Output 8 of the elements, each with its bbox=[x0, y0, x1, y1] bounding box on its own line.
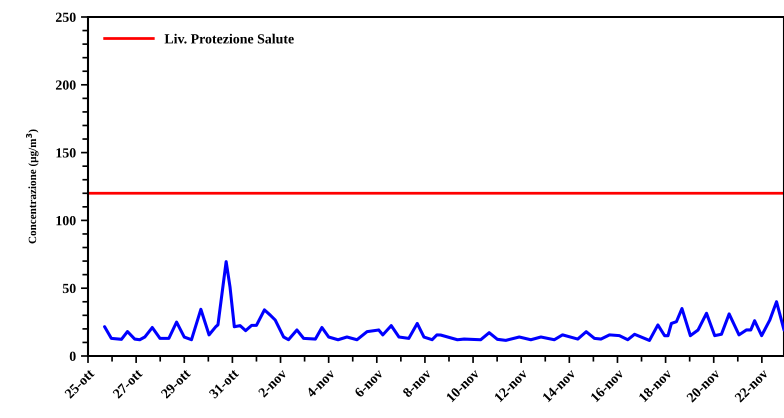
y-axis-title: Concentrazione (µg/m$^{3}$) bbox=[26, 130, 39, 244]
y-tick-label: 200 bbox=[56, 80, 76, 90]
y-tick-label: 50 bbox=[62, 284, 76, 294]
y-tick-label: 100 bbox=[56, 216, 76, 226]
y-tick-label: 0 bbox=[70, 352, 76, 361]
y-tick-label: 150 bbox=[56, 148, 76, 158]
y-tick-label: 250 bbox=[56, 12, 76, 22]
legend-label: Liv. Protezione Salute bbox=[164, 34, 294, 44]
